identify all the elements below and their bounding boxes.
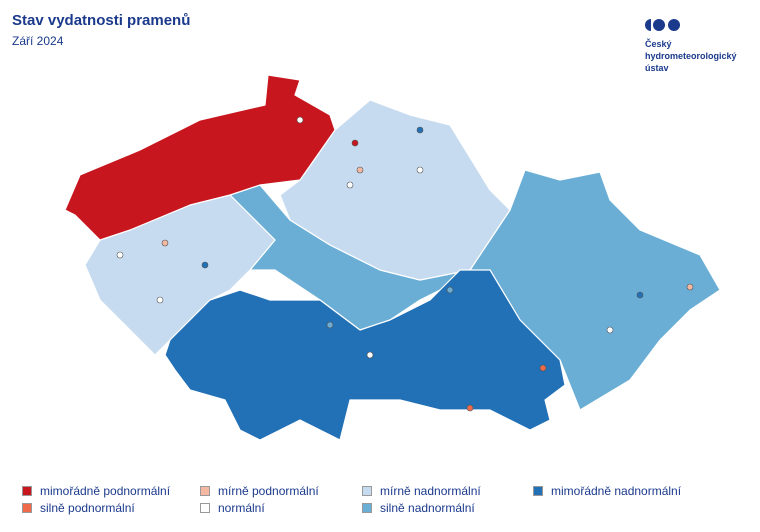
spring <box>686 283 694 291</box>
legend-label: mírně nadnormální <box>380 484 481 498</box>
legend-item: mimořádně nadnormální <box>533 484 681 498</box>
spring <box>116 251 124 259</box>
logo-line: Český <box>645 39 672 49</box>
spring <box>351 139 359 147</box>
legend-item: mimořádně podnormální <box>22 484 170 498</box>
region <box>279 99 511 281</box>
legend-item: normální <box>200 501 265 515</box>
legend-item: silně podnormální <box>22 501 135 515</box>
legend-swatch <box>22 486 32 496</box>
logo-mark <box>645 19 680 31</box>
legend-label: silně podnormální <box>40 501 135 515</box>
logo-line: hydrometeorologický <box>645 51 737 61</box>
legend-label: mírně podnormální <box>218 484 319 498</box>
spring <box>446 286 454 294</box>
spring <box>326 321 334 329</box>
map <box>64 74 721 441</box>
spring <box>296 116 304 124</box>
legend-label: normální <box>218 501 265 515</box>
spring <box>606 326 614 334</box>
spring <box>156 296 164 304</box>
spring <box>416 166 424 174</box>
legend-swatch <box>533 486 543 496</box>
legend-swatch <box>200 503 210 513</box>
spring <box>416 126 424 134</box>
region <box>64 74 336 241</box>
spring <box>466 404 474 412</box>
legend-swatch <box>362 503 372 513</box>
legend-item: mírně nadnormální <box>362 484 481 498</box>
spring <box>201 261 209 269</box>
subtitle: Září 2024 <box>12 34 64 48</box>
spring <box>366 351 374 359</box>
logo: Český hydrometeorologický ústav <box>645 18 755 73</box>
title: Stav vydatnosti pramenů <box>12 12 191 29</box>
spring <box>346 181 354 189</box>
legend-swatch <box>200 486 210 496</box>
legend-swatch <box>362 486 372 496</box>
legend-label: silně nadnormální <box>380 501 475 515</box>
legend-label: mimořádně podnormální <box>40 484 171 498</box>
spring <box>161 239 169 247</box>
legend-item: silně nadnormální <box>362 501 475 515</box>
spring <box>356 166 364 174</box>
legend-item: mírně podnormální <box>200 484 319 498</box>
spring <box>539 364 547 372</box>
legend-swatch <box>22 503 32 513</box>
legend: mimořádně podnormální silně podnormální mí… <box>0 484 760 524</box>
spring <box>636 291 644 299</box>
legend-label: mimořádně nadnormální <box>551 484 682 498</box>
logo-line: ústav <box>645 63 669 73</box>
spring-points <box>116 116 694 412</box>
region <box>164 269 566 441</box>
